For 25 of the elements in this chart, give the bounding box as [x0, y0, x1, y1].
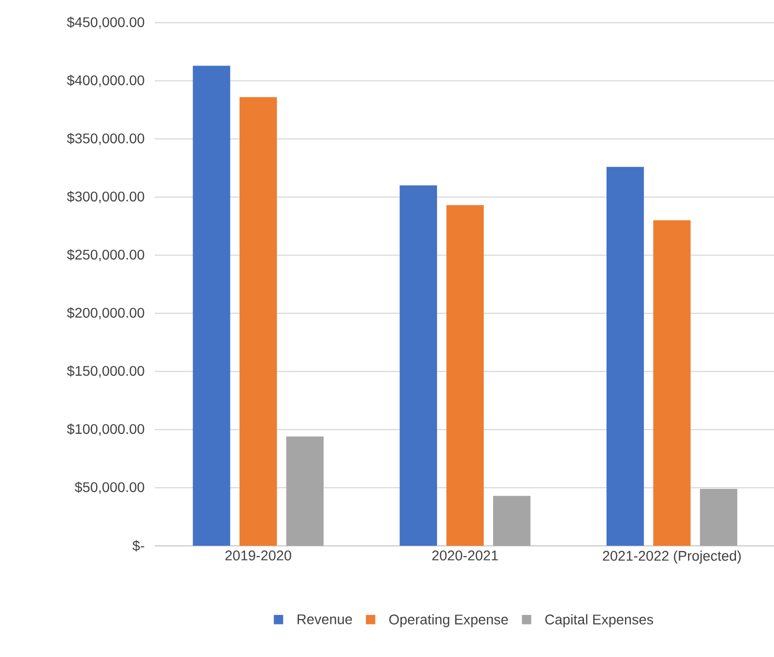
y-tick-label: $-: [132, 540, 144, 552]
legend-label: Operating Expense: [389, 614, 508, 628]
bar: [286, 436, 324, 546]
x-tick-label: 2021-2022 (Projected): [602, 550, 741, 564]
bar: [606, 167, 644, 546]
bar: [653, 220, 691, 546]
y-tick-label: $250,000.00: [66, 249, 144, 262]
bar: [446, 205, 484, 546]
y-tick-label: $150,000.00: [66, 366, 144, 378]
bar: [700, 489, 738, 546]
y-tick-label: $100,000.00: [66, 424, 144, 436]
y-tick-label: $200,000.00: [66, 307, 144, 320]
bar: [493, 496, 530, 546]
legend-label: Revenue: [298, 614, 352, 624]
bar: [400, 186, 438, 546]
bar: [192, 66, 230, 546]
y-tick-label: $400,000.00: [66, 74, 144, 88]
x-tick-label: 2020-2021: [432, 550, 498, 561]
y-tick-label: $450,000.00: [66, 16, 144, 29]
legend-label: Capital Expenses: [545, 614, 654, 628]
y-tick-label: $350,000.00: [66, 133, 144, 146]
bar: [240, 97, 277, 546]
y-tick-label: $300,000.00: [66, 191, 144, 204]
y-tick-label: $50,000.00: [74, 482, 144, 494]
x-tick-label: 2019-2020: [225, 550, 292, 561]
